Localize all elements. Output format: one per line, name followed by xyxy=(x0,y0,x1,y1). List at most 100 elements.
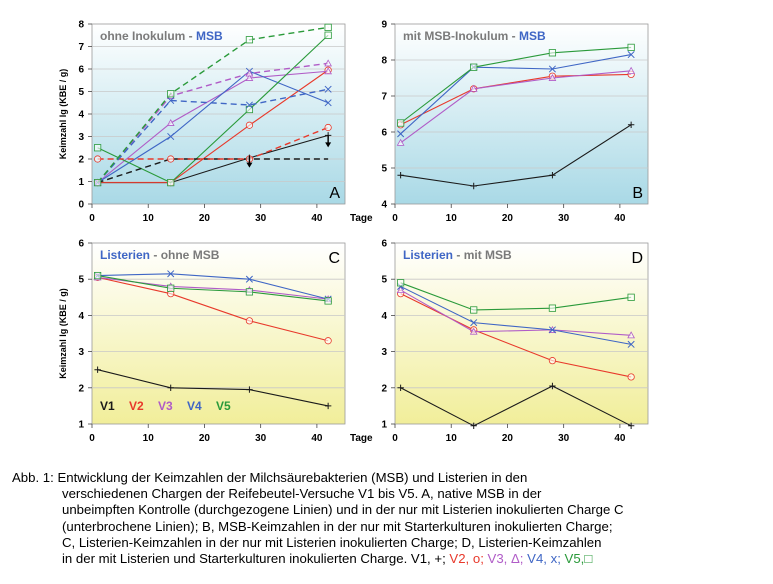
panel-title-part: - xyxy=(150,248,157,262)
y-tick-label: 7 xyxy=(381,92,387,103)
series-line-v4 xyxy=(400,54,632,135)
y-tick-label: 6 xyxy=(78,239,84,250)
y-tick-label: 5 xyxy=(381,164,387,175)
data-point-v2 xyxy=(627,373,635,381)
figure-caption: Abb. 1: Entwicklung der Keimzahlen der M… xyxy=(12,470,762,567)
data-point-v1 xyxy=(324,402,332,410)
y-tick-label: 8 xyxy=(78,20,84,31)
series-line-v5 xyxy=(97,26,329,184)
y-tick-label: 3 xyxy=(78,132,84,143)
y-axis-label: Keimzahl lg (KBE / g) xyxy=(58,288,68,379)
y-tick-label: 2 xyxy=(78,155,84,166)
series-line-v1 xyxy=(97,369,329,407)
series-line-v1 xyxy=(97,158,329,184)
data-point-v3 xyxy=(245,69,254,77)
panel-title-part: ohne MSB xyxy=(157,248,219,262)
data-point-v5 xyxy=(548,49,557,57)
data-point-v5 xyxy=(245,36,254,44)
panel-c: 1 2 3 4 5 6 0 10 20 30 40 Tage Keimzahl lg (KBE / g)… xyxy=(58,239,373,445)
data-point-v3 xyxy=(469,84,478,92)
data-point-v1 xyxy=(549,382,556,390)
data-point-v2 xyxy=(548,357,557,365)
data-point-v1 xyxy=(470,422,477,430)
caption-line: C, Listerien-Keimzahlen in der nur mit L… xyxy=(62,534,602,550)
x-tick-label: 40 xyxy=(311,213,323,224)
y-tick-label: 2 xyxy=(381,383,387,394)
data-point-v2 xyxy=(94,155,102,163)
panel-title-part: mit MSB-Inokulum xyxy=(403,29,508,43)
y-tick-label: 1 xyxy=(381,420,387,431)
data-point-v3 xyxy=(166,118,175,126)
x-tick-label: 20 xyxy=(502,213,514,224)
y-tick-label: 1 xyxy=(78,177,84,188)
x-tick-label: 40 xyxy=(614,433,626,444)
x-tick-label: 20 xyxy=(199,433,211,444)
y-tick-label: 0 xyxy=(78,200,84,211)
legend-v4: V4 xyxy=(187,399,202,413)
y-tick-label: 5 xyxy=(78,275,84,286)
y-tick-label: 5 xyxy=(78,87,84,98)
data-point-v1 xyxy=(470,182,477,190)
x-tick-label: 10 xyxy=(143,213,155,224)
data-point-v3 xyxy=(627,66,636,74)
data-point-v4 xyxy=(627,51,635,59)
y-tick-label: 5 xyxy=(381,275,387,286)
panel-title: Listerien - mit MSB xyxy=(403,248,512,262)
y-tick-label: 7 xyxy=(78,42,84,53)
y-tick-label: 3 xyxy=(78,347,84,358)
caption-legend-v5: V5,□ xyxy=(560,551,593,567)
x-tick-label: 10 xyxy=(446,213,458,224)
panel-letter: B xyxy=(632,185,643,202)
panel-title-part: Listerien xyxy=(100,248,150,262)
data-point-v1 xyxy=(167,384,174,391)
series-line-v5 xyxy=(97,275,329,302)
data-point-v2 xyxy=(324,337,332,345)
data-point-v3 xyxy=(469,327,478,335)
panel-title-part: - xyxy=(185,29,192,43)
data-point-v4 xyxy=(548,65,556,73)
x-tick-label: 0 xyxy=(89,213,95,224)
panel-b: 4 5 6 7 8 9 0 10 20 30 40 mit MSB-Inokulum - MSB B xyxy=(381,20,649,224)
panel-title: mit MSB-Inokulum - MSB xyxy=(403,29,546,43)
caption-line: (unterbrochene Linien); B, MSB-Keimzahle… xyxy=(62,518,613,534)
data-point-v5 xyxy=(324,23,332,31)
data-point-v3 xyxy=(627,331,636,339)
y-tick-label: 4 xyxy=(78,110,84,121)
series-line-v2 xyxy=(400,293,632,378)
data-point-v5 xyxy=(245,288,254,296)
legend-v5: V5 xyxy=(216,399,231,413)
legend-v2: V2 xyxy=(129,399,144,413)
panel-title-part: - xyxy=(508,29,515,43)
panel-title-part: MSB xyxy=(193,29,223,43)
series-line-v5 xyxy=(400,46,632,124)
panel-title-part: - xyxy=(453,248,460,262)
data-point-v5 xyxy=(324,297,332,305)
series-line-v3 xyxy=(400,289,632,336)
data-point-v1 xyxy=(94,366,101,373)
data-point-v1 xyxy=(627,422,635,430)
panel-a: 0 1 2 3 4 5 6 7 8 0 10 20 30 40 Tage Keimzahl lg (KBE /… xyxy=(58,20,373,225)
y-tick-label: 4 xyxy=(381,311,387,322)
data-point-v5 xyxy=(627,43,635,52)
data-point-v3 xyxy=(245,73,254,81)
y-tick-label: 6 xyxy=(381,128,387,139)
caption-legend-v3: V3, Δ; xyxy=(483,551,524,567)
y-tick-label: 6 xyxy=(78,65,84,76)
panel-title: Listerien - ohne MSB xyxy=(100,248,220,262)
x-tick-label: 0 xyxy=(392,433,398,444)
data-point-v5 xyxy=(167,90,175,98)
data-point-v1 xyxy=(246,386,253,393)
x-tick-label: 0 xyxy=(89,433,95,444)
series-line-v3 xyxy=(97,70,329,184)
data-point-v5 xyxy=(94,179,102,187)
data-point-v5 xyxy=(470,63,478,71)
down-arrow-head xyxy=(246,162,253,168)
x-tick-label: 10 xyxy=(446,433,458,444)
series-line-v4 xyxy=(97,273,329,300)
data-point-v3 xyxy=(396,138,405,146)
data-point-v5 xyxy=(167,179,175,187)
panel-letter: A xyxy=(329,185,340,202)
data-point-v4 xyxy=(324,85,332,93)
caption-legend-v2: V2, o; xyxy=(445,551,484,567)
